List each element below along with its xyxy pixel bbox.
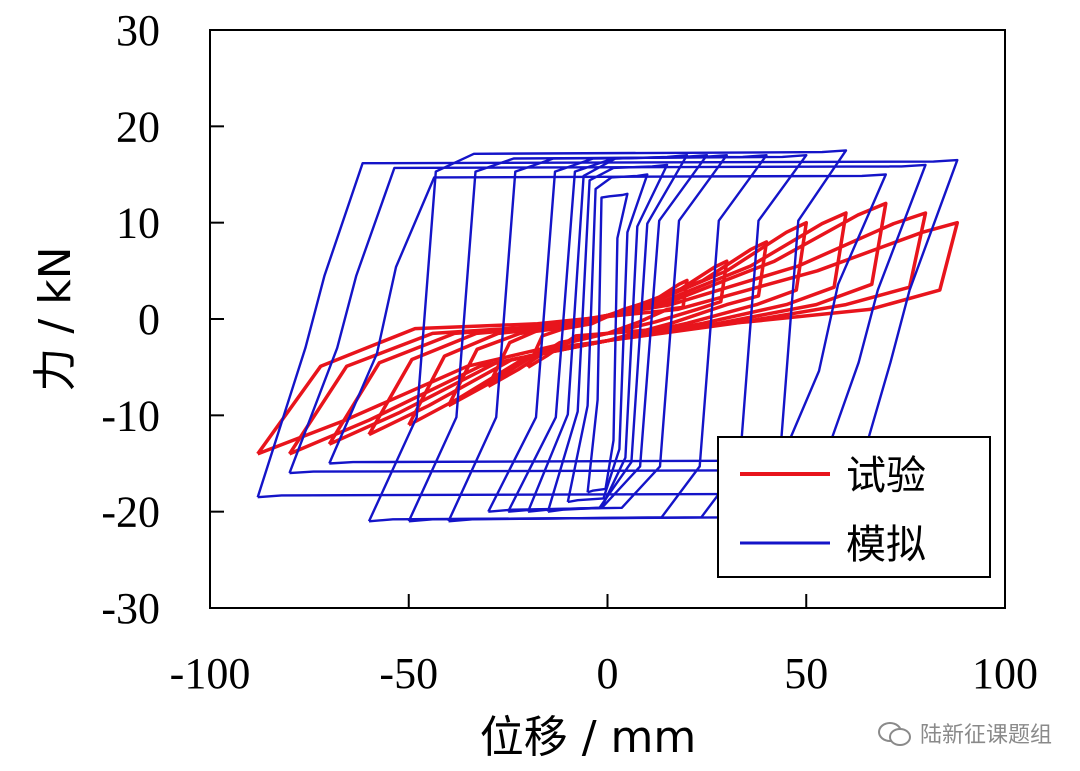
x-tick-label: 50 bbox=[784, 649, 828, 698]
legend: 试验 模拟 bbox=[717, 436, 991, 578]
x-tick-label: 100 bbox=[972, 649, 1038, 698]
test-loop-4 bbox=[367, 211, 848, 437]
y-tick-label: 10 bbox=[116, 199, 160, 248]
test-loop-6 bbox=[288, 211, 928, 456]
test-loop-7 bbox=[256, 220, 960, 456]
x-tick-label: -50 bbox=[379, 649, 438, 698]
y-tick-label: -30 bbox=[101, 584, 160, 633]
y-tick-label: 20 bbox=[116, 102, 160, 151]
legend-label-sim: 模拟 bbox=[846, 522, 926, 568]
sim-loop-10 bbox=[288, 163, 927, 475]
sim-loop-8 bbox=[367, 149, 848, 523]
sim-loop-0 bbox=[586, 192, 629, 494]
legend-box bbox=[717, 436, 991, 578]
test-loop-2 bbox=[446, 240, 769, 408]
watermark: 陆新征课题组 bbox=[877, 717, 1052, 749]
y-tick-label: 30 bbox=[116, 6, 160, 55]
x-tick-label: 0 bbox=[597, 649, 619, 698]
x-tick-label: -100 bbox=[170, 649, 251, 698]
x-axis-title: 位移 / mm bbox=[480, 712, 697, 763]
sim-loop-5 bbox=[487, 153, 728, 513]
y-tick-label: -20 bbox=[101, 488, 160, 537]
wechat-icon bbox=[877, 720, 912, 746]
sim-loop-11 bbox=[256, 158, 959, 499]
sim-loop-1 bbox=[566, 173, 649, 504]
y-axis-title: 力 / kN bbox=[30, 246, 81, 391]
sim-loop-9 bbox=[328, 173, 887, 465]
y-tick-label: -10 bbox=[101, 391, 160, 440]
watermark-text: 陆新征课题组 bbox=[919, 723, 1052, 748]
y-tick-label: 0 bbox=[138, 295, 160, 344]
legend-label-test: 试验 bbox=[846, 453, 926, 499]
series-layer bbox=[256, 149, 960, 523]
